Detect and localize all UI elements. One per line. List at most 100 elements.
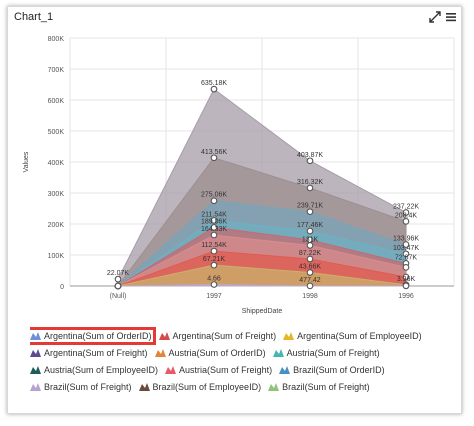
legend-area-icon <box>268 383 280 391</box>
data-point-marker <box>306 227 314 235</box>
data-point-marker <box>402 264 410 271</box>
data-point-marker <box>210 197 218 205</box>
legend-area-icon <box>272 349 284 357</box>
data-point-marker <box>210 224 218 231</box>
data-label: 211.54K <box>201 211 227 218</box>
legend-area-icon <box>30 366 41 374</box>
data-point-marker <box>306 208 314 216</box>
x-tick-label: 1998 <box>302 293 318 300</box>
chart-legend: Argentina(Sum of OrderID) Argentina(Sum o… <box>30 327 450 409</box>
legend-area-icon <box>30 332 41 340</box>
legend-label: Brazil(Sum of Freight) <box>282 381 370 392</box>
y-tick-label: 800K <box>48 36 65 43</box>
legend-item[interactable]: Argentina(Sum of EmployeeID) <box>283 331 422 341</box>
legend-item[interactable]: Brazil(Sum of Freight) <box>268 382 370 392</box>
legend-label: Austria(Sum of Freight) <box>179 364 273 375</box>
chart-widget: Chart_1 0 100K 200K 300K 400K 500K 600K 700K 800… <box>7 6 462 414</box>
data-label: 189.06K <box>201 218 227 225</box>
legend-item[interactable]: Austria(Sum of EmployeeID) <box>30 365 158 375</box>
y-tick-label: 200K <box>48 222 65 229</box>
data-point-marker <box>114 282 122 290</box>
legend-item[interactable]: Austria(Sum of Freight) <box>165 365 272 375</box>
data-point-marker <box>306 269 314 276</box>
data-label: 103.47K <box>393 245 419 252</box>
y-tick-label: 600K <box>48 98 65 105</box>
legend-item[interactable]: Argentina(Sum of Freight) <box>30 348 148 358</box>
data-label: 316.32K <box>297 179 323 186</box>
data-label: 131K <box>302 236 319 243</box>
data-label: 67.21K <box>203 256 226 263</box>
y-tick-label: 500K <box>48 129 65 136</box>
data-point-marker <box>306 157 314 165</box>
data-point-marker <box>210 281 218 288</box>
data-label: 43.66K <box>299 263 322 270</box>
legend-label: Argentina(Sum of Freight) <box>172 330 277 341</box>
data-point-marker <box>402 218 410 225</box>
data-point-marker <box>210 231 218 239</box>
data-point-marker <box>402 282 410 290</box>
legend-item[interactable]: Argentina(Sum of Freight) <box>158 330 277 341</box>
data-point-marker <box>306 242 314 249</box>
data-point-marker <box>210 154 218 162</box>
data-label: 239.71K <box>297 203 323 210</box>
legend-row: Austria(Sum of EmployeeID) Austria(Sum of… <box>30 361 450 378</box>
legend-item[interactable]: Austria(Sum of OrderID) <box>154 348 266 358</box>
y-tick-label: 100K <box>48 253 65 260</box>
y-tick-label: 700K <box>48 67 65 74</box>
legend-row: Argentina(Sum of OrderID) Argentina(Sum o… <box>30 327 450 345</box>
data-label: 22.07K <box>107 270 130 277</box>
legend-label: Brazil(Sum of OrderID) <box>293 364 385 375</box>
x-tick-label: 1997 <box>206 293 222 300</box>
data-label: 477.42 <box>299 277 321 284</box>
legend-label: Brazil(Sum of Freight) <box>44 381 132 392</box>
data-label: 413.56K <box>201 149 227 156</box>
data-point-marker <box>306 184 314 192</box>
data-label: 72.87K <box>395 254 418 261</box>
data-point-marker <box>402 209 410 216</box>
legend-row: Argentina(Sum of Freight) Austria(Sum of … <box>30 344 450 361</box>
data-point-marker <box>114 275 122 283</box>
y-tick-label: 400K <box>48 160 65 167</box>
data-label: 635.18K <box>201 80 227 87</box>
legend-area-icon <box>165 366 177 374</box>
chart-header: Chart_1 <box>8 7 461 29</box>
legend-area-icon <box>138 383 150 391</box>
legend-area-icon <box>30 383 41 391</box>
legend-area-icon <box>30 349 41 357</box>
legend-label: Austria(Sum of Freight) <box>286 347 380 358</box>
data-label: 403.87K <box>297 152 323 159</box>
legend-item[interactable]: Brazil(Sum of Freight) <box>30 382 132 392</box>
legend-item[interactable]: Brazil(Sum of EmployeeID) <box>138 382 261 392</box>
data-point-marker <box>210 261 218 269</box>
legend-label: Argentina(Sum of Freight) <box>44 347 148 358</box>
legend-label: Argentina(Sum of OrderID) <box>44 330 152 341</box>
legend-row: Brazil(Sum of Freight) Brazil(Sum of Empl… <box>30 378 450 395</box>
x-tick-label: (Null) <box>110 293 127 300</box>
data-label: 275.06K <box>201 192 227 199</box>
data-point-marker <box>402 273 410 281</box>
area-chart: 0 100K 200K 300K 400K 500K 600K 700K 800K 22.07K 6… <box>23 36 455 315</box>
chart-title: Chart_1 <box>14 11 54 23</box>
legend-item[interactable]: Brazil(Sum of OrderID) <box>279 365 385 375</box>
data-label: 4.66 <box>207 276 221 283</box>
area-series-8 <box>117 284 407 287</box>
y-axis-title: Values <box>23 151 30 172</box>
legend-area-icon <box>283 332 295 340</box>
data-label: 177.46K <box>297 222 323 229</box>
y-tick-label: 300K <box>48 191 65 198</box>
legend-label: Argentina(Sum of EmployeeID) <box>297 330 422 341</box>
legend-area-icon <box>279 366 291 374</box>
legend-area-icon <box>154 349 166 357</box>
data-label: 237.22K <box>393 203 419 210</box>
legend-item[interactable]: Argentina(Sum of OrderID) <box>30 327 156 345</box>
x-axis-title: ShippedDate <box>242 308 283 315</box>
legend-item[interactable]: Austria(Sum of Freight) <box>272 347 380 358</box>
expand-icon[interactable] <box>428 10 442 24</box>
hamburger-menu-icon[interactable] <box>444 10 458 24</box>
data-point-marker <box>402 241 410 248</box>
data-label: 87.22K <box>299 250 322 257</box>
data-label: 133.96K <box>393 235 419 242</box>
data-point-marker <box>306 282 314 290</box>
legend-label: Austria(Sum of EmployeeID) <box>44 364 159 375</box>
data-label: 3.96K <box>397 276 416 283</box>
